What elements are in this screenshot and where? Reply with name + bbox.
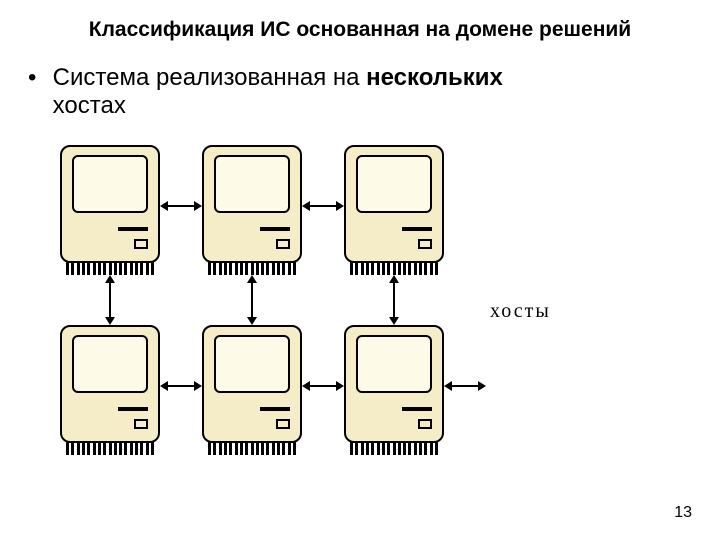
double-arrow-horizontal: [168, 205, 194, 207]
network-diagram: [60, 145, 480, 505]
double-arrow-vertical: [109, 283, 111, 317]
host-icon: [344, 145, 444, 275]
bullet-marker: •: [28, 64, 46, 92]
slide-title: Классификация ИС основанная на домене ре…: [0, 18, 720, 42]
double-arrow-vertical: [251, 283, 253, 317]
host-icon: [344, 325, 444, 455]
host-icon: [60, 145, 160, 275]
double-arrow-horizontal: [310, 205, 336, 207]
bullet-line2: хостах: [53, 92, 126, 119]
page-number: 13: [674, 504, 692, 522]
host-icon: [202, 145, 302, 275]
double-arrow-horizontal: [452, 385, 478, 387]
host-icon: [202, 325, 302, 455]
double-arrow-vertical: [393, 283, 395, 317]
hosts-label: хосты: [490, 300, 551, 323]
bullet-item: • Система реализованная на нескольких хо…: [28, 64, 688, 120]
host-icon: [60, 325, 160, 455]
double-arrow-horizontal: [310, 385, 336, 387]
bullet-text: Система реализованная на нескольких хост…: [53, 64, 673, 120]
bullet-prefix: Система реализованная на: [53, 64, 366, 91]
slide-title-text: Классификация ИС основанная на домене ре…: [89, 18, 631, 41]
bullet-bold: нескольких: [366, 64, 503, 91]
double-arrow-horizontal: [168, 385, 194, 387]
